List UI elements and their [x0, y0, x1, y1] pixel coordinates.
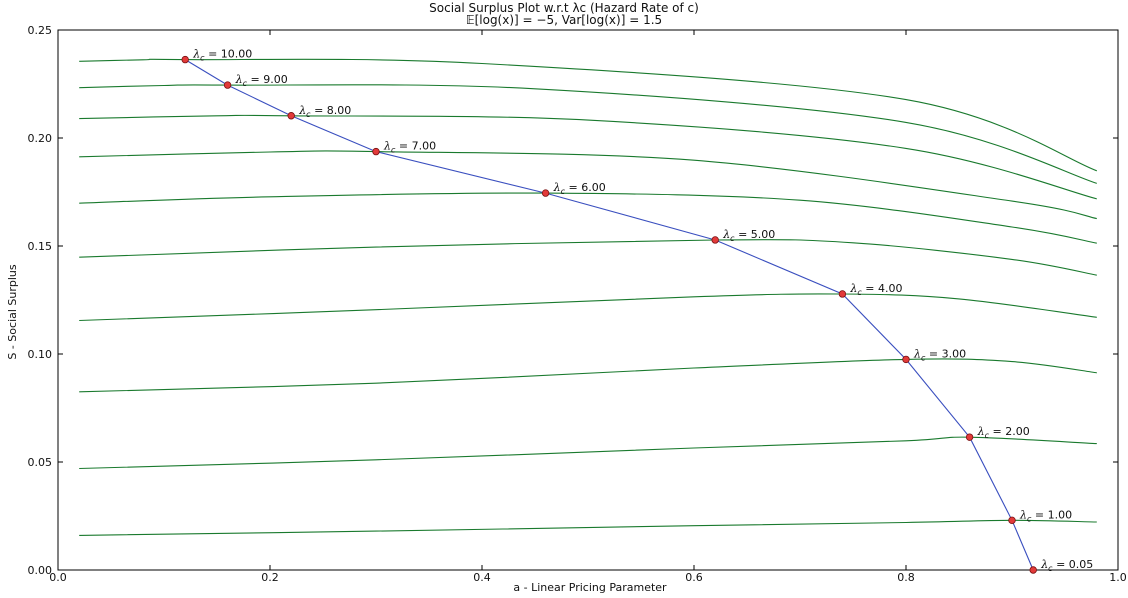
- lambda-annotation: λc = 9.00: [235, 73, 288, 88]
- surplus-curve-lambda-4.00: [79, 294, 1097, 321]
- optimum-marker: [373, 148, 380, 155]
- optimum-marker: [712, 237, 719, 244]
- lambda-annotation: λc = 2.00: [977, 425, 1030, 440]
- lambda-annotation: λc = 10.00: [192, 48, 252, 63]
- y-axis-label: S - Social Surplus: [6, 264, 19, 359]
- lambda-annotation: λc = 6.00: [553, 181, 606, 196]
- surplus-curve-lambda-5.00: [79, 240, 1097, 276]
- lambda-annotation: λc = 0.05: [1040, 558, 1093, 573]
- optimum-line: [185, 60, 1033, 570]
- y-tick-label: 0.10: [28, 348, 53, 361]
- optimum-marker: [1009, 517, 1016, 524]
- optimum-marker: [224, 82, 231, 89]
- plot-frame: [58, 30, 1118, 570]
- x-axis-label: a - Linear Pricing Parameter: [0, 581, 1128, 594]
- surplus-curve-lambda-2.00: [79, 437, 1097, 468]
- optimum-marker: [288, 112, 295, 119]
- lambda-annotation: λc = 3.00: [913, 347, 966, 362]
- lambda-annotation: λc = 1.00: [1019, 508, 1072, 523]
- optimum-marker: [903, 356, 910, 363]
- lambda-annotation: λc = 8.00: [298, 104, 351, 119]
- optimum-marker: [839, 291, 846, 298]
- surplus-curve-lambda-6.00: [79, 193, 1097, 243]
- optimum-marker: [966, 434, 973, 441]
- optimum-marker: [542, 190, 549, 197]
- lambda-annotation: λc = 5.00: [722, 228, 775, 243]
- y-tick-label: 0.05: [28, 456, 53, 469]
- y-tick-label: 0.00: [28, 564, 53, 577]
- optimum-marker: [182, 56, 189, 63]
- lambda-annotation: λc = 4.00: [849, 282, 902, 297]
- y-tick-label: 0.15: [28, 240, 53, 253]
- y-tick-label: 0.20: [28, 132, 53, 145]
- lambda-annotation: λc = 7.00: [383, 140, 436, 155]
- surplus-curve-lambda-9.00: [79, 85, 1097, 184]
- surplus-curve-lambda-1.00: [79, 520, 1097, 535]
- optimum-marker: [1030, 567, 1037, 574]
- surplus-curve-lambda-3.00: [79, 359, 1097, 392]
- y-tick-label: 0.25: [28, 24, 53, 37]
